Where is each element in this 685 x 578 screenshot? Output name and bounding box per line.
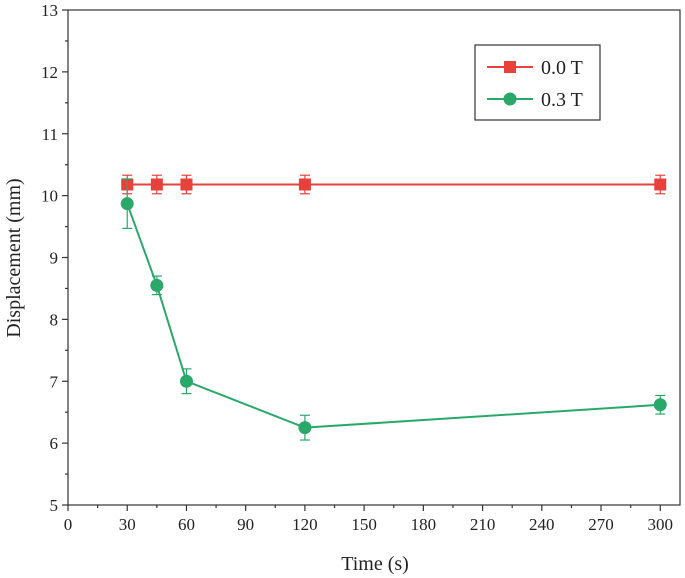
y-axis-label: Displacement (mm) [3, 178, 25, 337]
legend-label: 0.0 T [541, 57, 583, 79]
x-tick-label: 240 [529, 515, 555, 534]
series-0-3-T [120, 178, 667, 441]
x-tick-label: 300 [648, 515, 674, 534]
legend: 0.0 T 0.3 T [474, 44, 601, 121]
x-tick-label: 0 [64, 515, 73, 534]
y-tick-label: 10 [41, 187, 58, 206]
legend-marker [504, 61, 516, 73]
x-tick-label: 150 [351, 515, 377, 534]
x-tick-label: 270 [588, 515, 614, 534]
data-point [180, 178, 193, 191]
y-tick-label: 8 [50, 310, 59, 329]
axes: 0 30 60 90 120 150 180 210 240 270 300 5 6 7 8 9 10 11 12 1… [41, 1, 681, 534]
data-point [654, 178, 667, 191]
data-point [179, 374, 193, 388]
x-tick-label: 180 [411, 515, 437, 534]
x-tick-label: 30 [119, 515, 136, 534]
y-tick-label: 6 [50, 434, 59, 453]
x-tick-label: 210 [470, 515, 496, 534]
data-point [298, 421, 312, 435]
legend-box [474, 44, 601, 121]
data-point [150, 178, 163, 191]
y-tick-label: 9 [50, 249, 59, 268]
y-tick-label: 12 [41, 63, 58, 82]
data-point [150, 278, 164, 292]
y-tick-label: 5 [50, 496, 59, 515]
y-tick-label: 7 [50, 372, 59, 391]
y-tick-label: 11 [42, 125, 58, 144]
data-point [653, 398, 667, 412]
series-0-0-T [121, 174, 667, 195]
data-point [298, 178, 311, 191]
legend-marker [503, 92, 517, 106]
series-layer [120, 174, 667, 441]
x-tick-label: 120 [292, 515, 318, 534]
legend-label: 0.3 T [541, 89, 583, 111]
data-point [120, 197, 134, 211]
x-tick-label: 60 [178, 515, 195, 534]
y-tick-label: 13 [41, 1, 58, 20]
x-axis-label: Time (s) [341, 553, 409, 575]
x-tick-label: 90 [237, 515, 254, 534]
series-line [126, 203, 661, 429]
